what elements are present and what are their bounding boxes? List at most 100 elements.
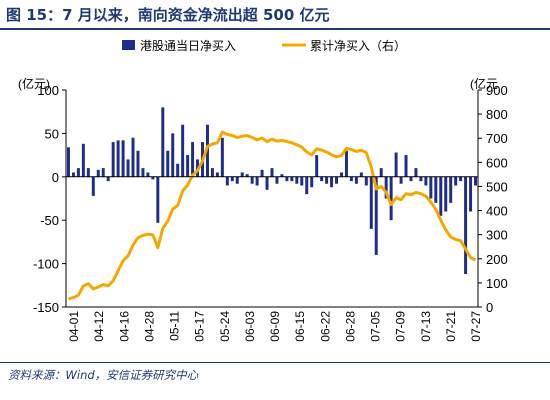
bar: [459, 176, 463, 182]
bar: [344, 150, 348, 177]
bar: [245, 174, 249, 177]
bar: [66, 147, 70, 177]
bar: [260, 169, 264, 177]
y-right-tick-label: 400: [486, 204, 508, 219]
bar: [394, 152, 398, 177]
bar: [315, 155, 319, 177]
bar: [399, 176, 403, 184]
bar: [414, 168, 418, 177]
y-right-tick-label: 500: [486, 179, 508, 194]
x-tick-label: 07-05: [369, 311, 383, 342]
figure-title: 图 15：7 月以来，南向资金净流出超 500 亿元: [6, 6, 330, 24]
bar: [126, 159, 130, 177]
bar: [136, 150, 140, 177]
bar: [86, 168, 90, 177]
bar: [176, 163, 180, 177]
bar: [151, 176, 155, 180]
bar: [161, 107, 165, 177]
bar: [290, 176, 294, 182]
y-right-tick-label: 800: [486, 107, 508, 122]
x-tick-label: 04-16: [117, 311, 131, 342]
y-left-tick-label: -150: [33, 300, 59, 315]
bar: [454, 176, 458, 186]
bar: [111, 142, 115, 177]
bar: [106, 176, 110, 182]
bar: [340, 172, 343, 177]
bar: [409, 176, 413, 182]
x-tick-label: 04-12: [92, 311, 106, 342]
bar: [181, 124, 185, 177]
bar: [379, 168, 383, 177]
bar: [439, 176, 443, 216]
x-tick-label: 06-28: [343, 311, 357, 342]
y-right-tick-label: 200: [486, 252, 508, 267]
bar: [429, 176, 433, 199]
bar: [250, 176, 254, 184]
y-right-tick-label: 300: [486, 228, 508, 243]
bar-series: [66, 107, 478, 275]
x-tick-label: 06-03: [243, 311, 257, 342]
bar: [295, 176, 299, 184]
bar: [280, 174, 284, 177]
bar: [220, 137, 224, 177]
bar: [404, 155, 408, 177]
legend-label-bar: 港股通当日净买入: [140, 39, 236, 53]
bar: [384, 176, 388, 199]
bar: [349, 176, 353, 182]
y-axis-left-unit-label: (亿元): [18, 76, 50, 91]
source-rule: [0, 362, 550, 363]
x-tick-label: 04-28: [142, 311, 156, 342]
bar: [364, 176, 368, 186]
bar: [265, 176, 269, 190]
bar: [191, 142, 195, 177]
bar: [91, 176, 95, 196]
y-right-tick-label: 900: [486, 83, 508, 98]
x-tick-label: 07-21: [444, 311, 458, 342]
bar: [389, 176, 393, 221]
bar: [146, 172, 150, 177]
bar: [225, 176, 229, 186]
bar: [171, 133, 175, 177]
source-note: 资料来源：Wind，安信证券研究中心: [8, 368, 199, 382]
x-axis-ticks: 04-01 04-12 04-16 04-28 05-11 05-17 05-24 06-03…: [67, 311, 483, 342]
bar: [76, 168, 80, 177]
y-right-tick-label: 700: [486, 131, 508, 146]
bar: [240, 172, 244, 177]
y-left-tick-label: 50: [45, 126, 59, 141]
chart: 港股通当日净买入 累计净买入（右） (亿元) (亿元 100500-50-100-…: [18, 38, 508, 342]
bar: [255, 176, 259, 186]
line-series: [68, 130, 477, 301]
bar: [419, 176, 423, 182]
x-tick-label: 07-09: [394, 311, 408, 342]
bar: [141, 168, 145, 177]
cumulative-line: [68, 130, 477, 301]
y-left-tick-label: -50: [40, 213, 59, 228]
bar: [71, 172, 75, 177]
x-tick-label: 07-27: [469, 311, 483, 342]
bar: [474, 176, 478, 186]
bar: [215, 172, 219, 177]
legend-label-line: 累计净买入（右）: [310, 38, 406, 53]
x-tick-label: 07-13: [419, 311, 433, 342]
bar: [325, 176, 329, 184]
bar: [285, 176, 289, 182]
bar: [374, 176, 378, 255]
bar: [131, 137, 135, 177]
bar: [101, 168, 105, 177]
bar: [469, 176, 473, 212]
bar: [354, 176, 358, 184]
bar: [449, 176, 453, 203]
y-right-tick-label: 100: [486, 276, 508, 291]
bar: [305, 176, 309, 195]
x-tick-label: 06-22: [318, 311, 332, 342]
bar: [434, 176, 438, 203]
x-tick-label: 05-24: [218, 311, 232, 342]
bar: [186, 155, 190, 177]
bar: [166, 150, 170, 177]
x-tick-label: 05-11: [168, 311, 182, 341]
bar: [96, 169, 100, 177]
y-left-tick-label: 100: [37, 83, 59, 98]
bar: [210, 168, 214, 177]
bar: [464, 176, 468, 275]
bar: [156, 176, 160, 223]
